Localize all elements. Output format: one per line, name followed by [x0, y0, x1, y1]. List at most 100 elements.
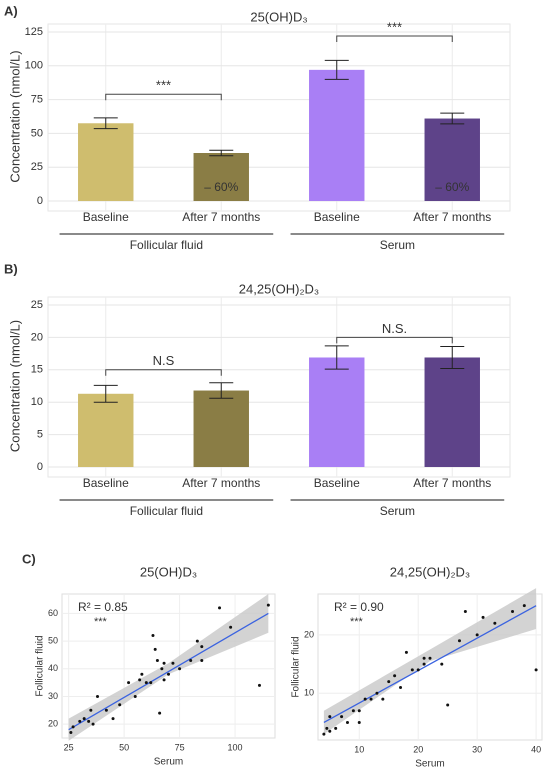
- group-label: Serum: [380, 504, 415, 518]
- y-tick-label: 20: [48, 719, 58, 729]
- point: [89, 708, 93, 712]
- point: [428, 656, 432, 660]
- error-bar: [324, 59, 349, 80]
- chart-title: 25(OH)D₃: [140, 564, 197, 579]
- point: [334, 726, 338, 730]
- point: [422, 662, 426, 666]
- point: [534, 668, 538, 672]
- x-axis-label: Serum: [415, 759, 444, 770]
- x-tick-label: After 7 months: [182, 476, 260, 490]
- point: [69, 730, 73, 734]
- x-tick-label: Baseline: [83, 476, 129, 490]
- x-tick-label: After 7 months: [413, 210, 491, 224]
- x-axis-label: Serum: [154, 757, 183, 768]
- comparison-label: ***: [156, 78, 171, 93]
- y-axis-label: Follicular fluid: [291, 636, 302, 697]
- y-axis-label: Concentration (nmol/L): [7, 320, 22, 452]
- point: [325, 726, 329, 730]
- fit-line: [323, 605, 537, 724]
- bar-label: – 60%: [435, 180, 469, 194]
- y-tick-label: 10: [304, 688, 314, 698]
- comparison-bracket: [105, 93, 222, 101]
- x-tick-label: Baseline: [83, 210, 129, 224]
- point: [328, 715, 332, 719]
- comparison-bracket: [105, 369, 222, 376]
- point: [104, 708, 108, 712]
- x-tick-label: 100: [228, 742, 243, 752]
- y-axis-label: Follicular fluid: [35, 635, 46, 696]
- point: [200, 645, 204, 649]
- y-tick-label: 0: [37, 461, 43, 473]
- x-tick-label: 20: [413, 744, 423, 754]
- point: [416, 668, 420, 672]
- point: [375, 691, 379, 695]
- error-bar: [324, 345, 349, 370]
- bar: [78, 123, 134, 201]
- error-bar: [93, 117, 118, 130]
- point: [140, 672, 144, 676]
- x-tick-label: Baseline: [314, 210, 360, 224]
- x-tick-label: After 7 months: [413, 476, 491, 490]
- annotation: ***: [94, 616, 108, 628]
- point: [463, 610, 467, 614]
- chart-title: 25(OH)D₃: [250, 9, 307, 24]
- point: [195, 639, 199, 643]
- bar: [309, 69, 365, 201]
- x-tick-label: 30: [472, 744, 482, 754]
- bar: [193, 390, 249, 467]
- annotation: R² = 0.85: [78, 600, 128, 614]
- bar: [309, 357, 365, 467]
- point: [387, 680, 391, 684]
- y-tick-label: 30: [48, 691, 58, 701]
- point: [457, 639, 461, 643]
- point: [345, 720, 349, 724]
- point: [322, 732, 326, 736]
- point: [266, 603, 270, 607]
- y-tick-label: 20: [304, 629, 314, 639]
- y-tick-label: 25: [31, 161, 43, 173]
- panel-label: A): [4, 3, 18, 18]
- point: [127, 681, 131, 685]
- point: [144, 681, 148, 685]
- point: [82, 717, 86, 721]
- point: [440, 662, 444, 666]
- bar: [424, 357, 480, 467]
- point: [155, 658, 159, 662]
- y-tick-label: 15: [31, 364, 43, 376]
- bar: [424, 118, 480, 201]
- point: [363, 697, 367, 701]
- x-tick-label: 25: [64, 742, 74, 752]
- panel-label: B): [4, 261, 18, 276]
- point: [328, 729, 332, 733]
- point: [91, 722, 95, 726]
- x-tick-label: After 7 months: [182, 210, 260, 224]
- point: [153, 647, 157, 651]
- panel-label: C): [22, 551, 36, 566]
- x-tick-label: 40: [531, 744, 541, 754]
- x-tick-label: 10: [354, 744, 364, 754]
- point: [189, 658, 193, 662]
- point: [200, 658, 204, 662]
- point: [229, 625, 233, 629]
- point: [78, 719, 82, 723]
- point: [475, 633, 479, 637]
- group-label: Serum: [380, 238, 415, 252]
- confidence-band: [323, 588, 537, 735]
- point: [133, 694, 137, 698]
- point: [351, 709, 355, 713]
- comparison-bracket: [336, 35, 453, 43]
- point: [422, 656, 426, 660]
- x-tick-label: Baseline: [314, 476, 360, 490]
- point: [381, 697, 385, 701]
- chart-title: 24,25(OH)₂D₃: [390, 564, 470, 579]
- comparison-label: N.S: [153, 353, 175, 368]
- point: [481, 615, 485, 619]
- point: [162, 678, 166, 682]
- point: [87, 719, 91, 723]
- point: [393, 674, 397, 678]
- group-label: Follicular fluid: [130, 504, 203, 518]
- y-tick-label: 40: [48, 663, 58, 673]
- bar: [78, 393, 134, 467]
- point: [404, 650, 408, 654]
